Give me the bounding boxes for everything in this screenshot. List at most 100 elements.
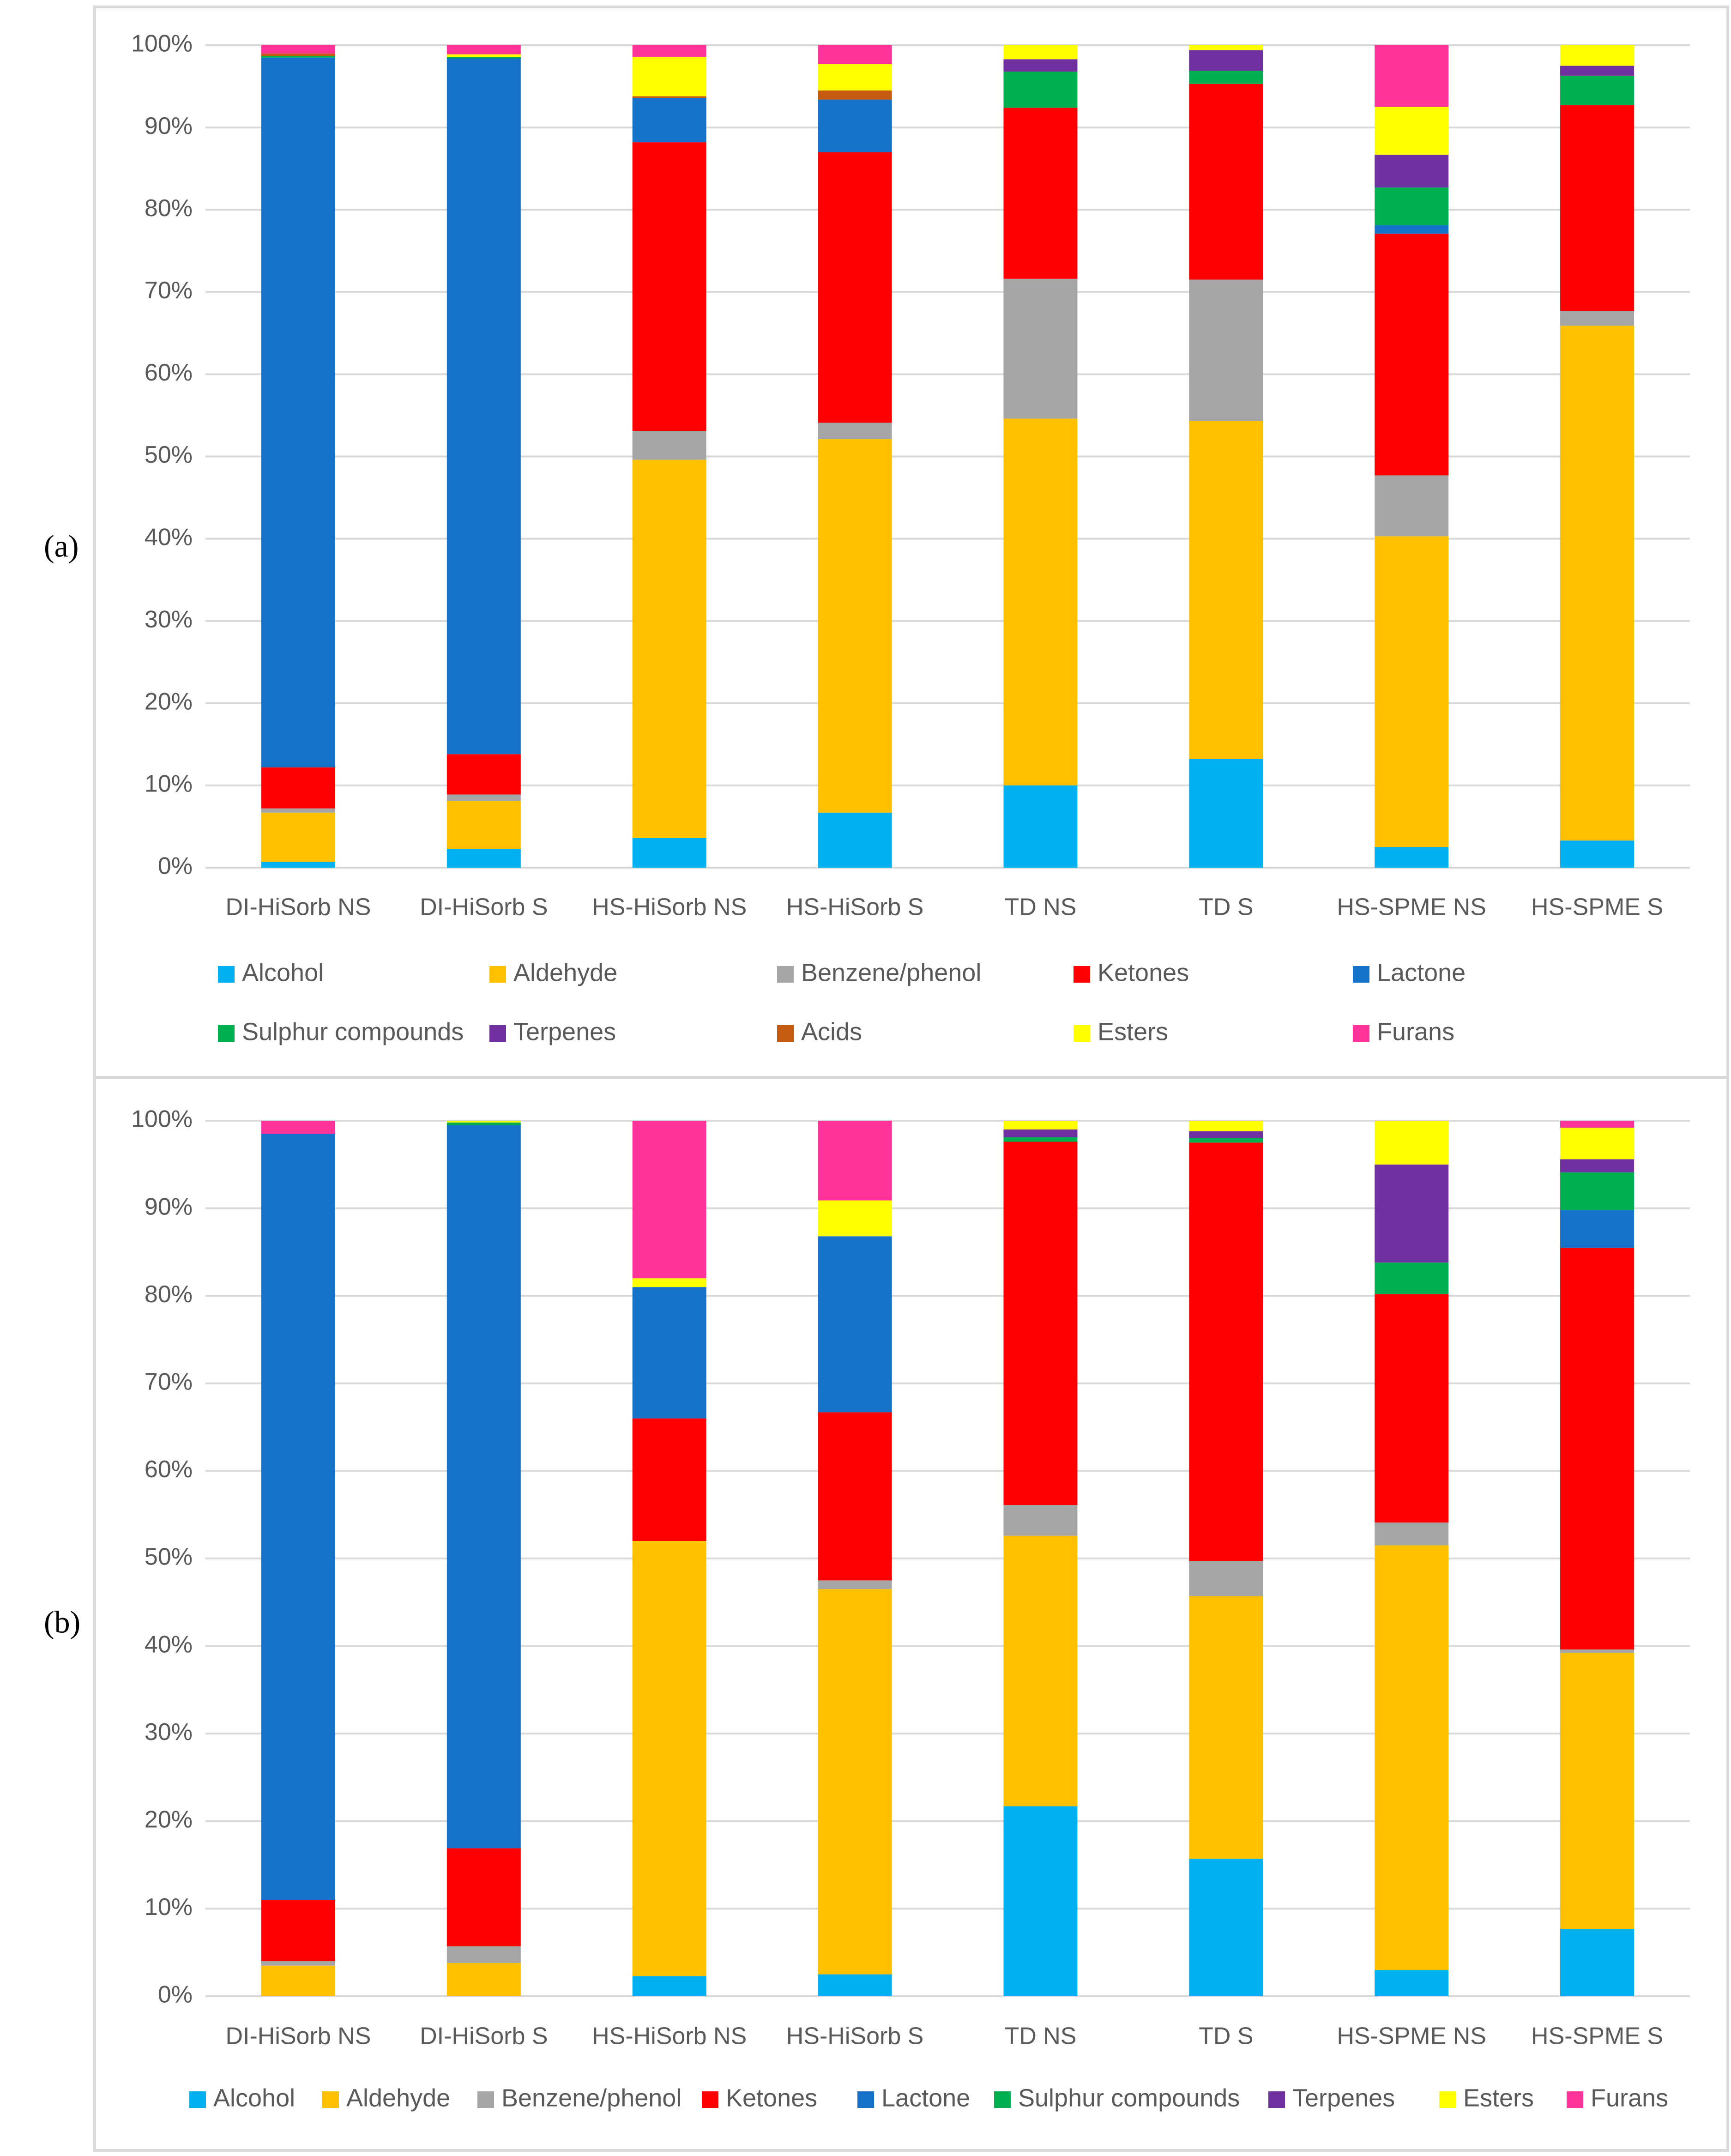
bar-segment-hs-spme-s-ketones: [1560, 105, 1634, 311]
bar-segment-hs-hisorb-ns-aldehyde: [632, 1541, 706, 1976]
legend-label-furans: Furans: [1377, 1018, 1454, 1045]
y-tick-label: 70%: [145, 1369, 193, 1395]
bar-segment-hs-hisorb-ns-alcohol: [632, 838, 706, 868]
bar-segment-hs-hisorb-ns-ketones: [632, 142, 706, 431]
x-tick-label: DI-HiSorb S: [420, 894, 548, 921]
bar-segment-hs-spme-ns-sulphur-compounds: [1375, 1262, 1449, 1294]
bar-segment-hs-hisorb-ns-esters: [632, 1278, 706, 1287]
x-tick-label: DI-HiSorb NS: [225, 2023, 371, 2050]
bar-segment-hs-spme-ns-alcohol: [1375, 847, 1449, 868]
legend-label-lactone: Lactone: [881, 2084, 970, 2112]
x-tick-label: HS-SPME NS: [1337, 894, 1486, 921]
y-tick-label: 50%: [145, 441, 193, 468]
bar-segment-di-hisorb-ns-aldehyde: [261, 812, 335, 862]
bar-segment-hs-spme-ns-terpenes: [1375, 154, 1449, 188]
bar-segment-hs-spme-s-aldehyde: [1560, 326, 1634, 841]
x-tick-label: HS-HiSorb NS: [592, 2023, 747, 2050]
bar-segment-td-s-esters: [1189, 45, 1263, 50]
legend-label-esters: Esters: [1098, 1018, 1168, 1045]
bar-segment-hs-hisorb-s-lactone: [818, 99, 892, 152]
bar-segment-di-hisorb-ns-ketones: [261, 1900, 335, 1962]
bar-segment-hs-spme-s-esters: [1560, 45, 1634, 66]
bar-segment-td-s-aldehyde: [1189, 421, 1263, 759]
legend-swatch-aldehyde: [322, 2091, 339, 2108]
bar-segment-hs-hisorb-ns-alcohol: [632, 1976, 706, 1996]
bar-segment-hs-spme-ns-ketones: [1375, 233, 1449, 476]
x-tick-label: HS-HiSorb S: [786, 894, 924, 921]
bar-segment-td-ns-esters: [1003, 1121, 1078, 1129]
bar-segment-di-hisorb-ns-lactone: [261, 57, 335, 767]
bar-segment-td-s-esters: [1189, 1121, 1263, 1131]
y-tick-label: 100%: [131, 30, 193, 57]
bar-segment-hs-spme-ns-furans: [1375, 45, 1449, 107]
y-tick-label: 0%: [158, 853, 193, 880]
y-tick-label: 80%: [145, 195, 193, 222]
x-tick-label: HS-HiSorb S: [786, 2023, 924, 2050]
legend-swatch-esters: [1439, 2091, 1456, 2108]
bar-segment-hs-spme-s-sulphur-compounds: [1560, 1172, 1634, 1210]
bar-segment-di-hisorb-ns-sulphur-compounds: [261, 56, 335, 58]
bar-segment-hs-hisorb-s-ketones: [818, 1412, 892, 1581]
bar-segment-hs-spme-s-alcohol: [1560, 840, 1634, 868]
legend-swatch-alcohol: [189, 2091, 206, 2108]
legend-swatch-aldehyde: [489, 966, 506, 983]
bar-segment-di-hisorb-s-ketones: [446, 1848, 521, 1946]
bar-segment-di-hisorb-s-lactone: [446, 1125, 521, 1848]
y-tick-label: 0%: [158, 1981, 193, 2008]
bar-segment-td-s-aldehyde: [1189, 1596, 1263, 1859]
x-tick-label: DI-HiSorb S: [420, 2023, 548, 2050]
bar-segment-td-s-alcohol: [1189, 1859, 1263, 1996]
legend-label-sulphur-compounds: Sulphur compounds: [242, 1018, 464, 1045]
bar-segment-hs-hisorb-ns-furans: [632, 45, 706, 57]
bar-segment-di-hisorb-s-sulphur-compounds: [446, 1122, 521, 1125]
bar-segment-di-hisorb-ns-aldehyde: [261, 1965, 335, 1996]
bar-segment-td-s-ketones: [1189, 1142, 1263, 1561]
bar-segment-di-hisorb-s-sulphur-compounds: [446, 56, 521, 59]
legend-label-alcohol: Alcohol: [213, 2084, 295, 2112]
legend-swatch-furans: [1353, 1025, 1369, 1042]
bar-segment-hs-spme-ns-terpenes: [1375, 1164, 1449, 1263]
bar-segment-di-hisorb-ns-furans: [261, 45, 335, 54]
bar-segment-hs-spme-ns-benzene-phenol: [1375, 475, 1449, 537]
x-tick-label: TD NS: [1004, 2023, 1076, 2050]
bar-segment-hs-hisorb-ns-benzene-phenol: [632, 431, 706, 460]
bar-segment-di-hisorb-ns-acids: [261, 53, 335, 56]
x-tick-label: TD S: [1199, 894, 1253, 921]
bar-segment-hs-hisorb-ns-aldehyde: [632, 459, 706, 838]
y-tick-label: 50%: [145, 1544, 193, 1570]
bar-segment-hs-hisorb-s-furans: [818, 45, 892, 64]
bar-segment-di-hisorb-ns-alcohol: [261, 862, 335, 868]
legend-label-ketones: Ketones: [726, 2084, 817, 2112]
legend-swatch-ketones: [702, 2091, 718, 2108]
bar-segment-hs-spme-s-furans: [1560, 1121, 1634, 1128]
y-tick-label: 60%: [145, 359, 193, 386]
legend-swatch-ketones: [1074, 966, 1090, 983]
y-tick-label: 60%: [145, 1456, 193, 1483]
bar-segment-hs-spme-ns-sulphur-compounds: [1375, 187, 1449, 226]
bar-segment-di-hisorb-s-furans: [446, 45, 521, 54]
legend-swatch-benzene-phenol: [777, 966, 794, 983]
legend-swatch-terpenes: [489, 1025, 506, 1042]
legend-swatch-furans: [1567, 2091, 1583, 2108]
legend-swatch-terpenes: [1268, 2091, 1285, 2108]
bar-segment-di-hisorb-s-ketones: [446, 754, 521, 795]
bar-segment-td-s-ketones: [1189, 84, 1263, 280]
legend-swatch-sulphur-compounds: [994, 2091, 1011, 2108]
bar-segment-hs-spme-ns-lactone: [1375, 225, 1449, 234]
bar-segment-di-hisorb-ns-benzene-phenol: [261, 808, 335, 813]
bar-segment-td-ns-aldehyde: [1003, 418, 1078, 785]
bar-segment-hs-spme-ns-aldehyde: [1375, 536, 1449, 847]
y-tick-label: 30%: [145, 1719, 193, 1745]
y-tick-label: 80%: [145, 1281, 193, 1308]
bar-segment-hs-spme-s-benzene-phenol: [1560, 1649, 1634, 1653]
legend-label-benzene-phenol: Benzene/phenol: [501, 2084, 682, 2112]
bar-segment-hs-hisorb-ns-lactone: [632, 1287, 706, 1419]
legend-swatch-benzene-phenol: [477, 2091, 494, 2108]
legend-label-aldehyde: Aldehyde: [513, 959, 617, 986]
bar-segment-hs-spme-ns-aldehyde: [1375, 1545, 1449, 1970]
chart-panel-b: (b) 0% 10% 20% 30% 40% 50% 60% 70% 80% 90% 100% DI-H…: [44, 1076, 1729, 2152]
bar-segment-hs-spme-ns-alcohol: [1375, 1970, 1449, 1996]
bar-segment-hs-spme-ns-ketones: [1375, 1294, 1449, 1523]
bar-segment-di-hisorb-ns-lactone: [261, 1134, 335, 1900]
bar-segment-hs-hisorb-s-benzene-phenol: [818, 1580, 892, 1589]
